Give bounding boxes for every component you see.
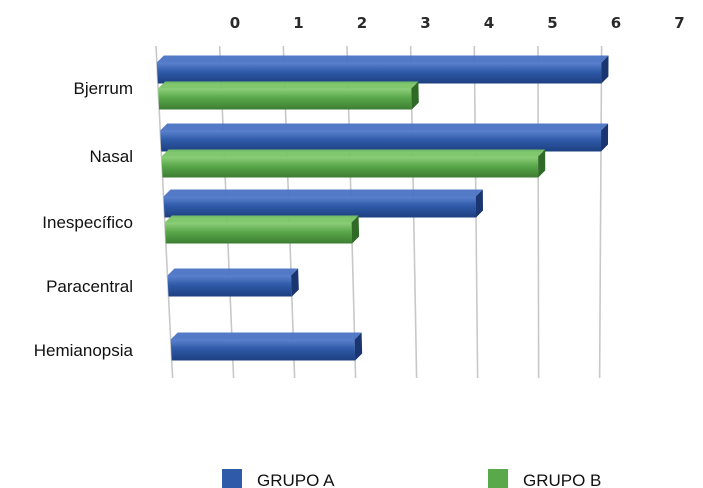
x-axis-ticks: 0 1 2 3 4 5 6 7 xyxy=(230,14,685,32)
bar-end-face xyxy=(475,189,484,218)
legend-item-grupo-b: GRUPO B xyxy=(488,469,601,488)
bar-grupo-a-hemianopsia xyxy=(170,332,363,361)
gridline-7 xyxy=(598,45,603,379)
bar-top-face xyxy=(164,215,359,223)
legend-swatch-grupo-a xyxy=(222,469,242,488)
x-tick-label-2: 2 xyxy=(357,14,367,32)
bar-end-face xyxy=(291,268,299,297)
bar-top-face xyxy=(167,268,299,276)
bar-end-face xyxy=(351,215,360,244)
bar-end-face xyxy=(538,149,546,178)
bar-end-face xyxy=(411,81,419,110)
x-tick-label-3: 3 xyxy=(420,14,430,32)
category-label-paracentral: Paracentral xyxy=(46,277,133,296)
bar-grupo-a-bjerrum xyxy=(156,55,609,84)
legend-label-grupo-a: GRUPO A xyxy=(257,471,335,488)
legend-label-grupo-b: GRUPO B xyxy=(523,471,601,488)
bar-grupo-a-nasal xyxy=(160,123,609,152)
bar-grupo-b-nasal xyxy=(161,149,546,178)
bar-front-face xyxy=(156,62,602,84)
bar-grupo-a-paracentral xyxy=(167,268,299,297)
x-tick-label-7: 7 xyxy=(674,14,684,32)
bar-grupo-b-bjerrum xyxy=(158,81,419,110)
legend-item-grupo-a: GRUPO A xyxy=(222,469,335,488)
category-labels: Bjerrum Nasal Inespecífico Paracentral Hemia… xyxy=(34,79,134,360)
bar-top-face xyxy=(156,55,609,63)
category-label-inespecifico: Inespecífico xyxy=(42,213,133,232)
bars xyxy=(156,55,609,361)
x-tick-label-5: 5 xyxy=(547,14,557,32)
category-label-nasal: Nasal xyxy=(90,147,133,166)
legend: GRUPO A GRUPO B xyxy=(222,469,601,488)
bar-front-face xyxy=(170,339,356,361)
bar-top-face xyxy=(160,123,609,131)
category-label-bjerrum: Bjerrum xyxy=(73,79,133,98)
bar-top-face xyxy=(161,149,546,157)
bar-end-face xyxy=(354,332,363,361)
x-tick-label-0: 0 xyxy=(230,14,240,32)
bar-front-face xyxy=(167,275,292,297)
bar-front-face xyxy=(160,130,602,152)
bar-top-face xyxy=(158,81,419,89)
bar-top-face xyxy=(163,189,483,197)
x-tick-label-6: 6 xyxy=(611,14,621,32)
bar-front-face xyxy=(161,156,539,178)
bar-top-face xyxy=(170,332,362,340)
bar-end-face xyxy=(601,55,609,84)
bar-grupo-b-inespecifico xyxy=(164,215,360,244)
category-label-hemianopsia: Hemianopsia xyxy=(34,341,134,360)
bar-front-face xyxy=(164,222,353,244)
x-tick-label-1: 1 xyxy=(293,14,303,32)
bar-end-face xyxy=(600,123,609,152)
bar-front-face xyxy=(163,196,477,218)
bar-front-face xyxy=(158,88,412,110)
gridline-6 xyxy=(537,45,540,379)
bar-grupo-a-inespecifico xyxy=(163,189,484,218)
x-tick-label-4: 4 xyxy=(484,14,494,32)
legend-swatch-grupo-b xyxy=(488,469,508,488)
